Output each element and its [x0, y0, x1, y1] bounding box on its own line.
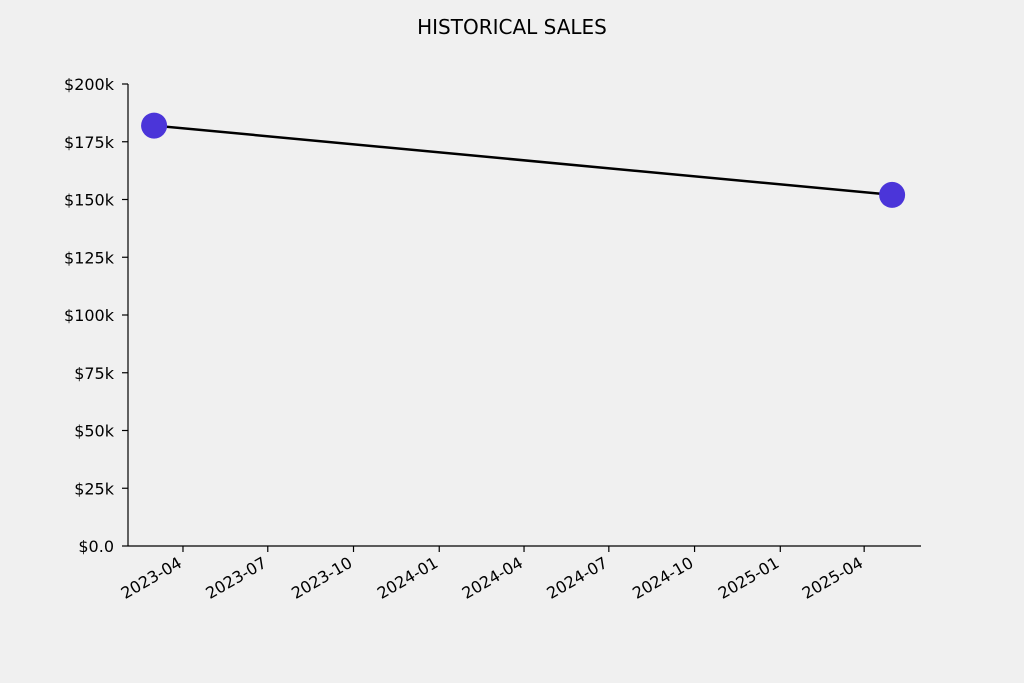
y-tick-label: $125k [64, 248, 115, 267]
y-tick-label: $50k [74, 422, 115, 441]
point [879, 181, 906, 208]
y-tick-label: $0.0 [78, 537, 114, 556]
y-tick-label: $200k [64, 75, 115, 94]
y-tick-label: $175k [64, 133, 115, 152]
line [153, 124, 893, 197]
y-tick-label: $150k [64, 191, 115, 210]
chart-title: HISTORICAL SALES [417, 15, 607, 39]
y-tick-label: $100k [64, 306, 115, 325]
y-tick-label: $25k [74, 479, 115, 498]
y-tick-label: $75k [74, 364, 115, 383]
point [141, 112, 168, 139]
